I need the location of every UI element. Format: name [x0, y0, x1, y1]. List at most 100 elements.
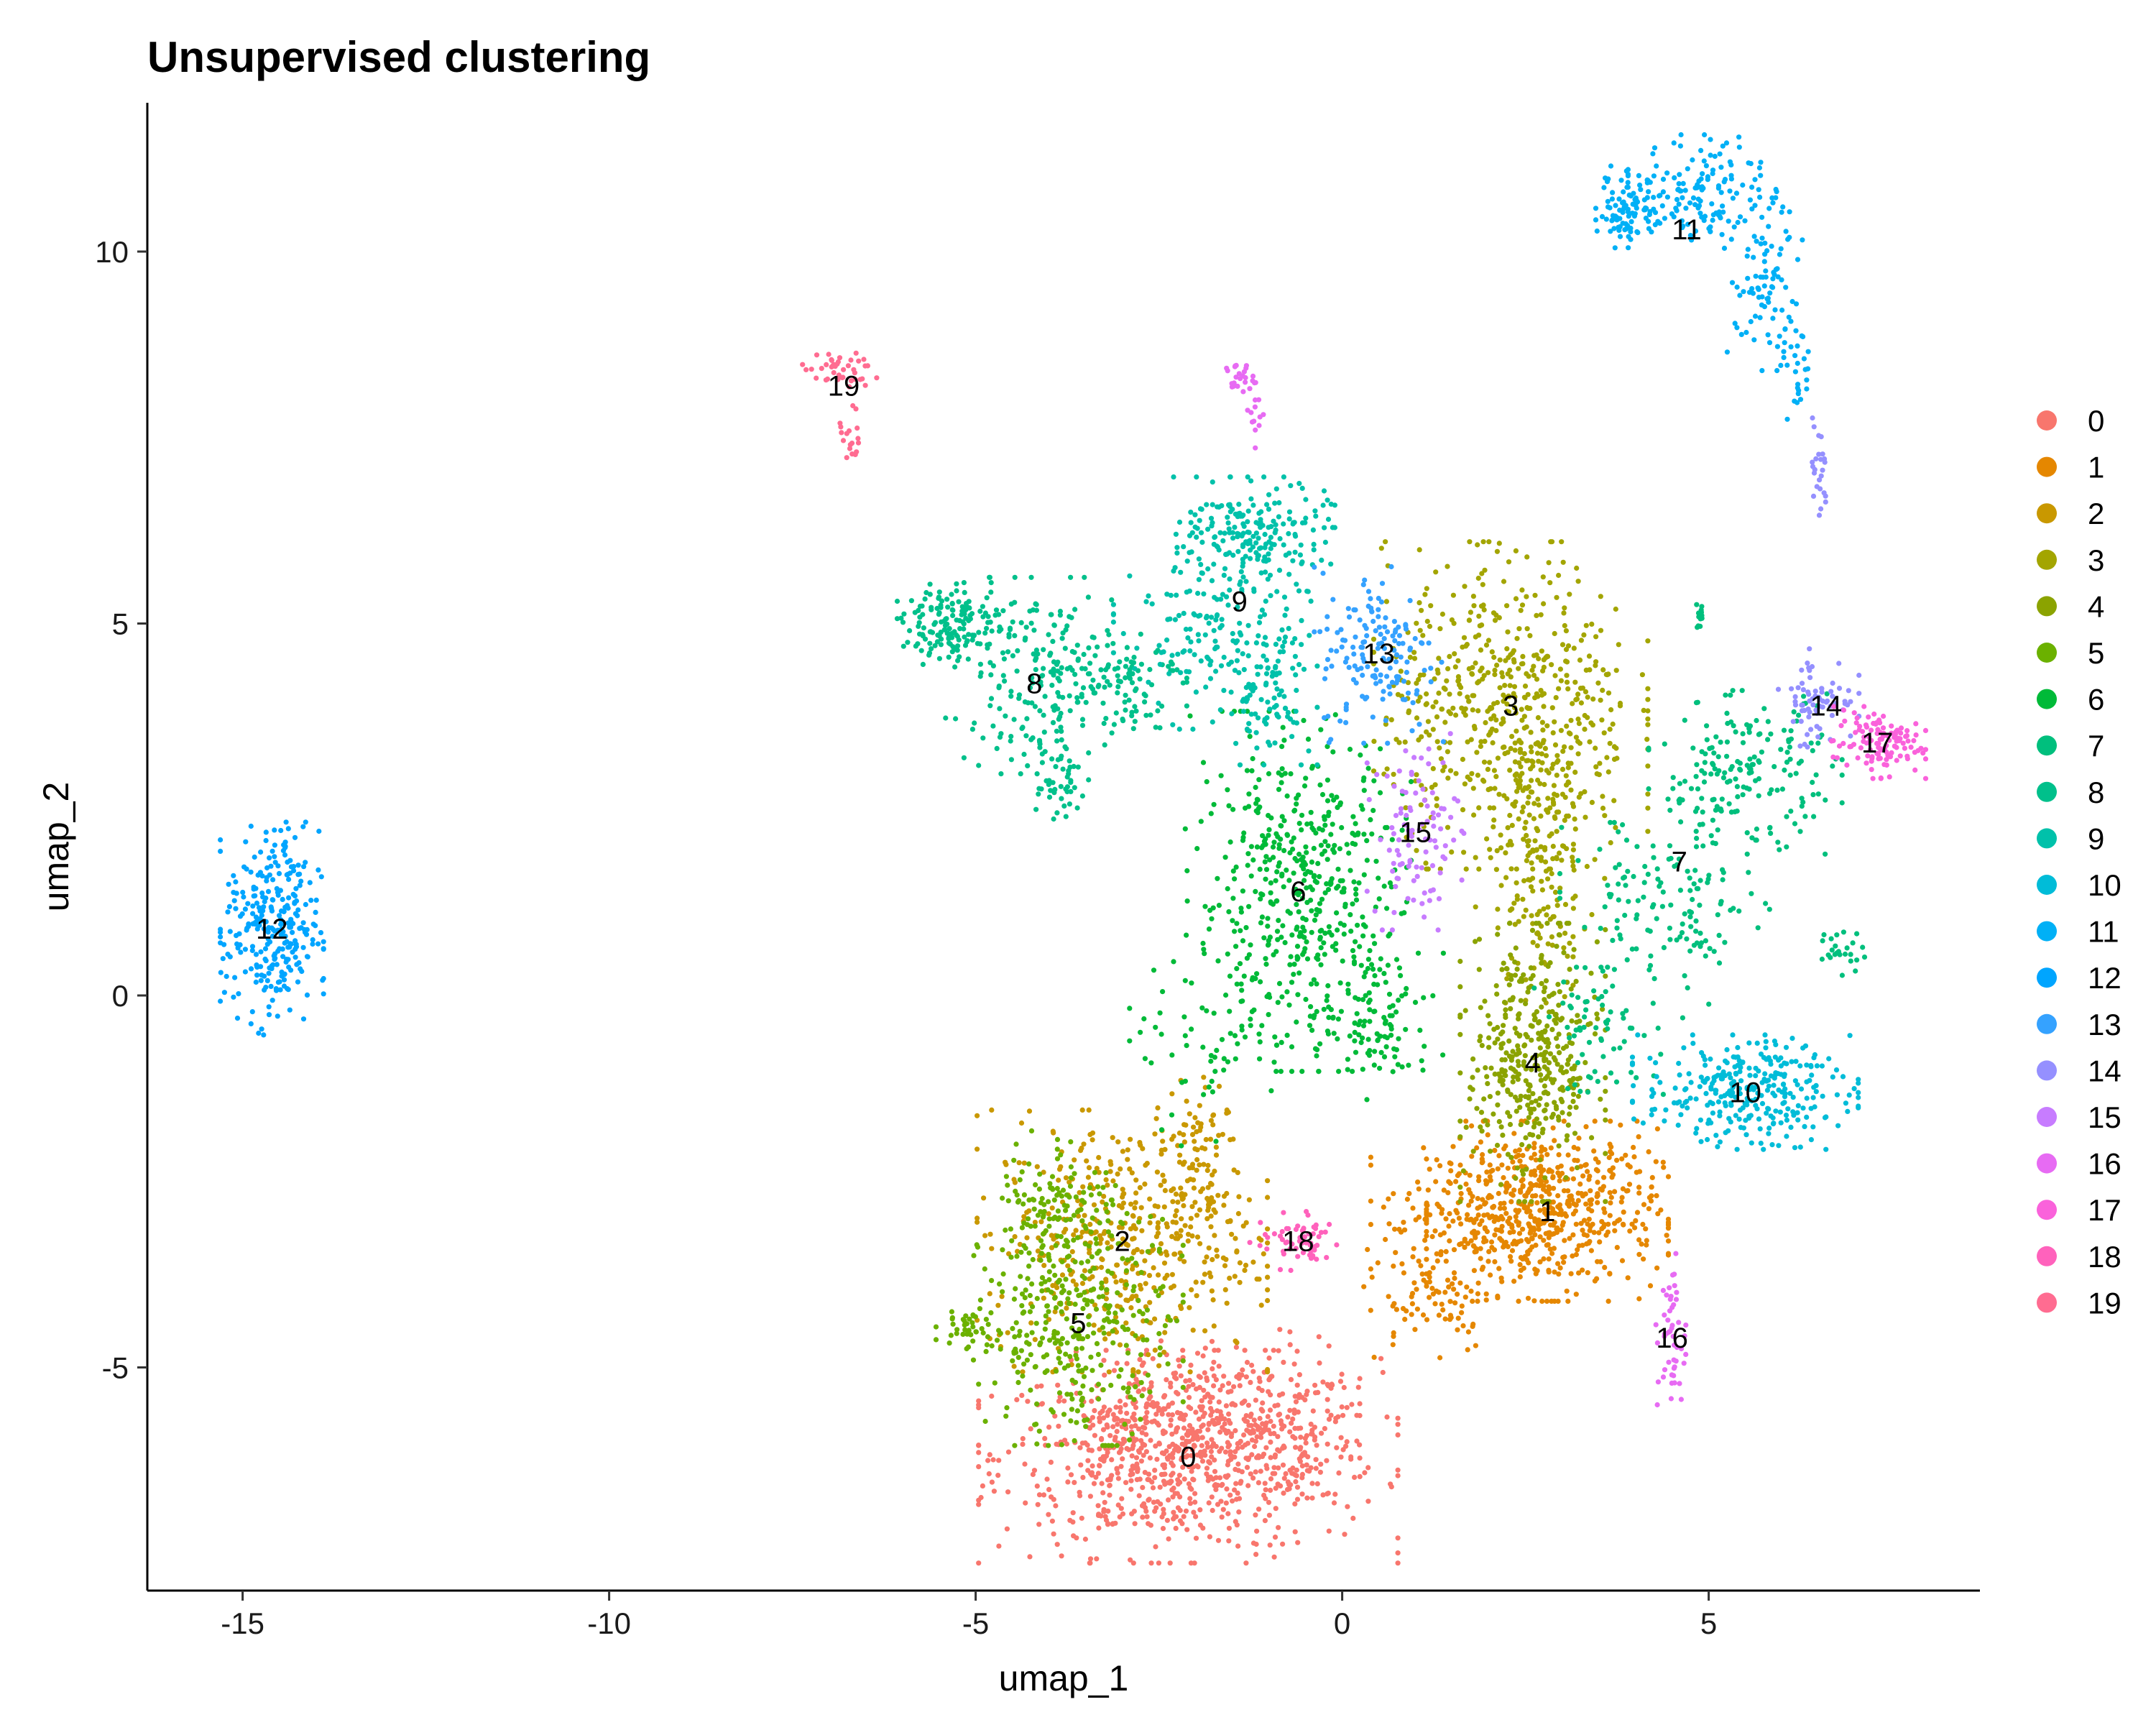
scatter-point — [1068, 1392, 1074, 1397]
scatter-point — [1137, 1282, 1143, 1288]
scatter-point — [1608, 1195, 1614, 1200]
scatter-point — [1559, 539, 1565, 545]
scatter-point — [1544, 1298, 1550, 1304]
scatter-point — [1238, 1438, 1243, 1444]
scatter-point — [1493, 983, 1499, 989]
scatter-point — [1554, 1036, 1560, 1041]
scatter-point — [1468, 1288, 1474, 1294]
scatter-point — [1661, 1164, 1667, 1170]
scatter-point — [1719, 796, 1725, 802]
scatter-point — [1067, 1301, 1072, 1307]
scatter-point — [1276, 1465, 1281, 1471]
scatter-point — [1318, 842, 1324, 848]
scatter-point — [1693, 700, 1700, 706]
scatter-point — [1617, 703, 1623, 709]
scatter-point — [1245, 709, 1250, 714]
scatter-point — [1188, 1406, 1194, 1412]
scatter-point — [1358, 752, 1363, 758]
scatter-point — [1544, 1102, 1549, 1108]
scatter-point — [1104, 1209, 1110, 1215]
scatter-point — [1303, 1440, 1309, 1446]
scatter-point — [1208, 1213, 1214, 1219]
scatter-point — [1654, 1265, 1660, 1271]
scatter-point — [1567, 731, 1573, 737]
scatter-point — [1295, 992, 1301, 998]
scatter-point — [1188, 1224, 1194, 1230]
scatter-point — [1626, 1182, 1633, 1187]
scatter-point — [976, 1497, 982, 1503]
scatter-point — [1508, 952, 1514, 958]
scatter-point — [1650, 1000, 1656, 1006]
scatter-point — [1560, 748, 1566, 754]
scatter-point — [1395, 1422, 1401, 1427]
scatter-point — [1537, 1208, 1543, 1213]
scatter-point — [1133, 1423, 1138, 1429]
scatter-point — [1256, 1506, 1262, 1512]
scatter-point — [1320, 1492, 1326, 1498]
scatter-point — [1517, 1097, 1523, 1103]
scatter-point — [1208, 1058, 1214, 1064]
scatter-point — [1319, 1430, 1325, 1436]
scatter-point — [1565, 1188, 1571, 1194]
scatter-point — [1059, 1309, 1064, 1315]
scatter-point — [1056, 1277, 1062, 1283]
scatter-point — [1086, 1243, 1092, 1249]
scatter-point — [1516, 737, 1522, 743]
scatter-point — [1715, 754, 1721, 760]
scatter-point — [1265, 924, 1271, 929]
scatter-point — [1479, 571, 1485, 576]
scatter-point — [1177, 1152, 1183, 1158]
scatter-point — [1768, 830, 1774, 836]
scatter-point — [1429, 784, 1434, 790]
scatter-point — [1526, 1144, 1532, 1149]
scatter-point — [1260, 1400, 1266, 1406]
scatter-point — [1569, 1041, 1575, 1046]
scatter-point — [1655, 1025, 1661, 1031]
scatter-point — [1362, 1470, 1368, 1476]
scatter-point — [1642, 863, 1648, 870]
scatter-point — [1204, 1440, 1210, 1446]
scatter-point — [1530, 939, 1536, 945]
scatter-point — [1125, 1257, 1130, 1263]
scatter-point — [1604, 755, 1610, 760]
scatter-point — [1549, 705, 1555, 711]
scatter-point — [1325, 983, 1331, 989]
scatter-point — [1104, 1422, 1110, 1428]
scatter-point — [1041, 1230, 1047, 1236]
scatter-point — [1026, 1264, 1032, 1269]
scatter-point — [1106, 1310, 1112, 1316]
scatter-point — [1641, 1202, 1647, 1208]
scatter-point — [1206, 1198, 1212, 1204]
scatter-point — [1287, 962, 1293, 967]
scatter-point — [1021, 1160, 1027, 1166]
scatter-point — [1080, 1184, 1086, 1190]
scatter-point — [1587, 1228, 1593, 1233]
scatter-point — [1232, 1454, 1238, 1460]
scatter-point — [1365, 1465, 1371, 1471]
scatter-point — [1710, 840, 1715, 846]
scatter-point — [1414, 715, 1420, 721]
scatter-point — [1233, 1481, 1239, 1486]
scatter-point — [1095, 1381, 1102, 1387]
scatter-point — [1541, 1218, 1547, 1225]
scatter-point — [1317, 901, 1323, 906]
scatter-point — [1486, 1035, 1492, 1041]
scatter-point — [1197, 1241, 1203, 1246]
scatter-point — [1222, 855, 1228, 860]
scatter-point — [1439, 1302, 1445, 1307]
scatter-point — [1331, 1500, 1337, 1506]
scatter-point — [1136, 1493, 1142, 1499]
scatter-point — [1561, 949, 1567, 955]
scatter-point — [1147, 1455, 1153, 1460]
scatter-point — [1368, 1198, 1373, 1204]
scatter-point — [1593, 634, 1599, 640]
scatter-point — [1556, 1143, 1562, 1149]
scatter-point — [1275, 1447, 1281, 1453]
scatter-point — [1427, 1212, 1433, 1218]
scatter-point — [1680, 1015, 1685, 1021]
scatter-point — [1665, 1251, 1672, 1256]
scatter-point — [1746, 870, 1751, 875]
scatter-point — [987, 1452, 992, 1458]
scatter-point — [1210, 1256, 1215, 1263]
scatter-point — [1488, 1149, 1493, 1154]
